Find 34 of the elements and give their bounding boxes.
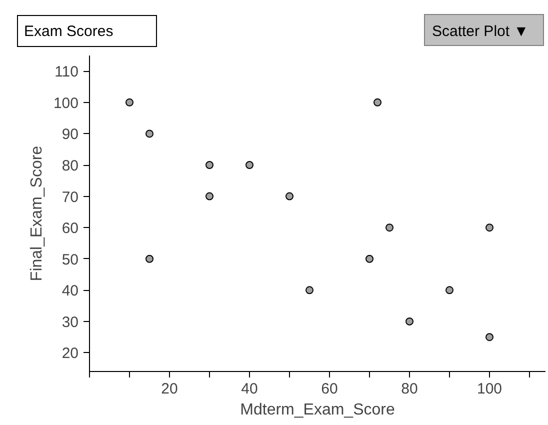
- point: [306, 286, 314, 294]
- x-axis-title: Mdterm_Exam_Score: [240, 402, 395, 418]
- y-axis-title: Final_Exam_Score: [28, 146, 46, 282]
- point: [366, 254, 374, 263]
- y-tick-label: 30: [62, 314, 79, 331]
- y-tick-label: 90: [62, 126, 79, 144]
- point: [406, 317, 414, 326]
- y-tick-label: 80: [62, 158, 79, 175]
- point: [486, 333, 494, 342]
- y-tick-label: 60: [62, 220, 79, 238]
- x-tick-label: 20: [161, 380, 178, 398]
- chart-title: Exam Scores: [24, 22, 114, 42]
- x-tick-label: 80: [401, 380, 418, 398]
- y-tick-label: 110: [54, 64, 79, 81]
- y-tick-label: 70: [62, 188, 79, 206]
- point: [246, 161, 254, 169]
- point: [126, 98, 134, 106]
- point: [486, 224, 494, 232]
- x-tick-label: 100: [476, 380, 502, 398]
- point: [386, 224, 394, 232]
- point: [446, 286, 454, 294]
- point: [146, 254, 154, 263]
- y-tick-label: 100: [53, 94, 79, 112]
- y-tick-label: 20: [62, 345, 79, 362]
- point: [206, 161, 214, 169]
- text: Scatter Plot ▼: [432, 22, 529, 42]
- point: [206, 192, 214, 200]
- y-tick-label: 50: [62, 251, 79, 268]
- point: [146, 130, 154, 138]
- y-tick-label: 40: [62, 282, 79, 300]
- x-tick-label: 40: [241, 380, 258, 398]
- point: [286, 192, 294, 200]
- x-tick-label: 60: [321, 380, 338, 398]
- point: [374, 98, 382, 106]
